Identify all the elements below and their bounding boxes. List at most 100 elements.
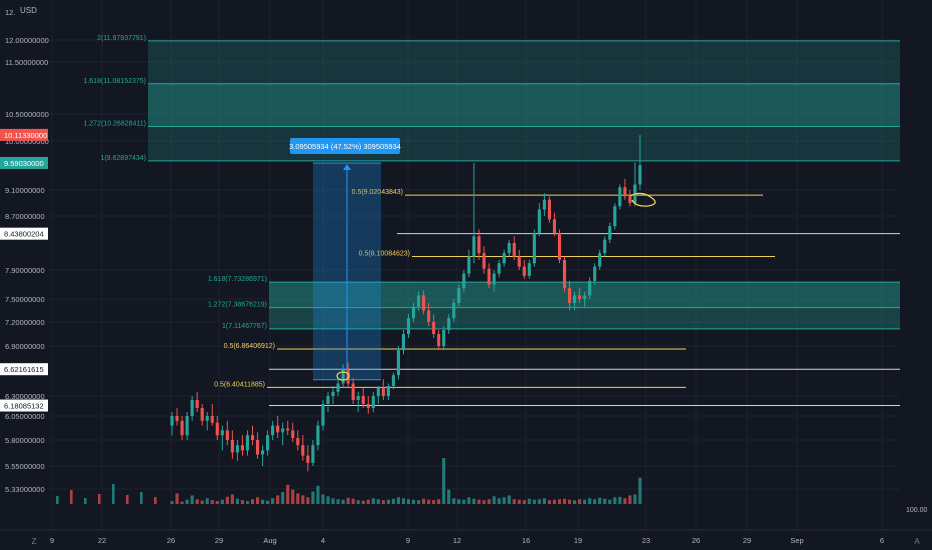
candle-body-38	[361, 396, 365, 404]
candle-body-58	[462, 273, 466, 289]
x-tick-label-7: 12	[453, 536, 461, 545]
fib-level-label-lower-2: 1(7.11467767)	[222, 323, 267, 330]
volume-bar-45	[396, 497, 401, 504]
candle-body-81	[578, 295, 582, 299]
candle-body-64	[492, 273, 496, 285]
candle-body-59	[467, 256, 471, 274]
volume-bar-15	[245, 501, 250, 504]
x-tick-label-9: 19	[574, 536, 582, 545]
candle-body-5	[195, 400, 199, 408]
x-tick-label-2: 26	[167, 536, 175, 545]
candle-body-20	[271, 425, 275, 436]
y-tick-label-10: 6.30000000	[5, 392, 45, 401]
volume-bar-8	[210, 500, 214, 504]
candle-body-89	[618, 187, 622, 207]
volume-bar-63	[487, 499, 491, 504]
x-tick-label-0: 9	[50, 536, 54, 545]
y-tick-label-4: 9.10000000	[5, 186, 45, 195]
candle-body-48	[411, 306, 416, 319]
candle-body-57	[457, 288, 461, 303]
y-axis[interactable]: 12. 12.00000000 11.50000000 10.50000000 10.0…	[5, 8, 49, 494]
y-axis-panel[interactable]	[0, 0, 48, 530]
candle-body-68	[512, 243, 516, 257]
volume-bar-3	[185, 499, 189, 504]
volume-bar-68	[512, 499, 516, 504]
volume-bar-91	[628, 495, 632, 504]
y-tick-label-11: 6.05000000	[5, 412, 45, 421]
volume-bar-43	[386, 499, 390, 504]
annotation-circle-upper	[629, 192, 656, 207]
volume-bar-early-0	[56, 496, 59, 504]
volume-bar-84	[593, 499, 597, 504]
volume-bar-55	[447, 489, 451, 504]
candle-body-21	[276, 425, 280, 433]
volume-bar-78	[562, 498, 567, 504]
volume-bar-85	[598, 497, 602, 504]
settings-icon[interactable]: A	[914, 537, 920, 546]
candle-body-55	[447, 318, 451, 330]
volume-bar-17	[255, 497, 260, 504]
volume-bar-88	[613, 497, 617, 504]
volume-bar-42	[381, 500, 385, 504]
candle-body-9	[215, 422, 219, 436]
volume-bar-20	[271, 498, 275, 504]
fib-zone-upper-1	[148, 83, 900, 127]
fib-level-label-lower-0: 1.618(7.73286971)	[208, 276, 267, 283]
candle-body-12	[230, 440, 234, 453]
candle-body-2	[180, 420, 184, 436]
candle-body-34	[341, 369, 345, 384]
x-tick-label-12: 29	[743, 536, 751, 545]
candle-body-33	[336, 383, 340, 392]
volume-bar-19	[266, 500, 270, 504]
volume-bar-9	[215, 501, 219, 504]
candle-body-46	[401, 334, 406, 351]
volume-bar-61	[477, 499, 481, 504]
half-level-label-3: 0.5(6.40411885)	[214, 381, 265, 388]
candle-body-91	[628, 196, 632, 203]
volume-bar-65	[497, 498, 501, 504]
candle-body-39	[366, 404, 370, 408]
candle-body-62	[482, 253, 486, 269]
volume-bar-46	[401, 498, 406, 504]
volume-bar-67	[507, 495, 511, 504]
price-badge-0	[0, 128, 48, 141]
candle-body-43	[386, 386, 390, 396]
volume-bars	[56, 458, 642, 504]
volume-bar-24	[291, 489, 295, 504]
price-badge-label-4: 6.18085132	[4, 402, 44, 411]
y-tick-label-13: 5.55000000	[5, 462, 45, 471]
x-axis[interactable]: 9 22 26 29 Aug 4 9 12 16 19 23 26 29 Sep 6	[50, 536, 884, 545]
price-range-measure: 3.09505934 (47.52%) 309505934	[289, 138, 401, 381]
candle-body-19	[266, 435, 270, 451]
candle-body-11	[225, 430, 229, 440]
price-badge-3	[0, 363, 48, 376]
volume-bar-38	[361, 500, 365, 504]
volume-bar-82	[583, 499, 587, 504]
volume-bar-early-6	[140, 492, 143, 504]
volume-bar-25	[296, 493, 300, 504]
x-tick-label-5: 4	[321, 536, 325, 545]
candle-body-44	[391, 375, 395, 386]
y-tick-label-9: 6.90000000	[5, 342, 45, 351]
candle-body-23	[286, 428, 290, 431]
price-badge-label-0: 10.11330000	[4, 131, 47, 140]
y-tick-label-0: 12.00000000	[5, 36, 49, 45]
candle-body-3	[185, 416, 189, 436]
volume-bar-early-3	[98, 494, 101, 504]
candle-body-30	[321, 404, 325, 426]
timezone-icon[interactable]: Z	[32, 537, 37, 546]
candle-body-85	[598, 253, 602, 267]
grid-lines	[48, 0, 900, 530]
candle-body-7	[205, 416, 209, 421]
volume-axis-label: 100.00	[906, 507, 928, 514]
volume-bar-5	[195, 499, 199, 504]
volume-bar-48	[411, 499, 416, 504]
volume-bar-54	[442, 458, 446, 504]
chart-annotations	[336, 192, 656, 381]
fib-zone-upper-0	[148, 40, 900, 84]
x-axis-panel[interactable]	[0, 530, 932, 550]
candle-body-77	[557, 232, 562, 260]
candle-body-37	[356, 396, 360, 400]
volume-bar-early-7	[154, 497, 157, 504]
